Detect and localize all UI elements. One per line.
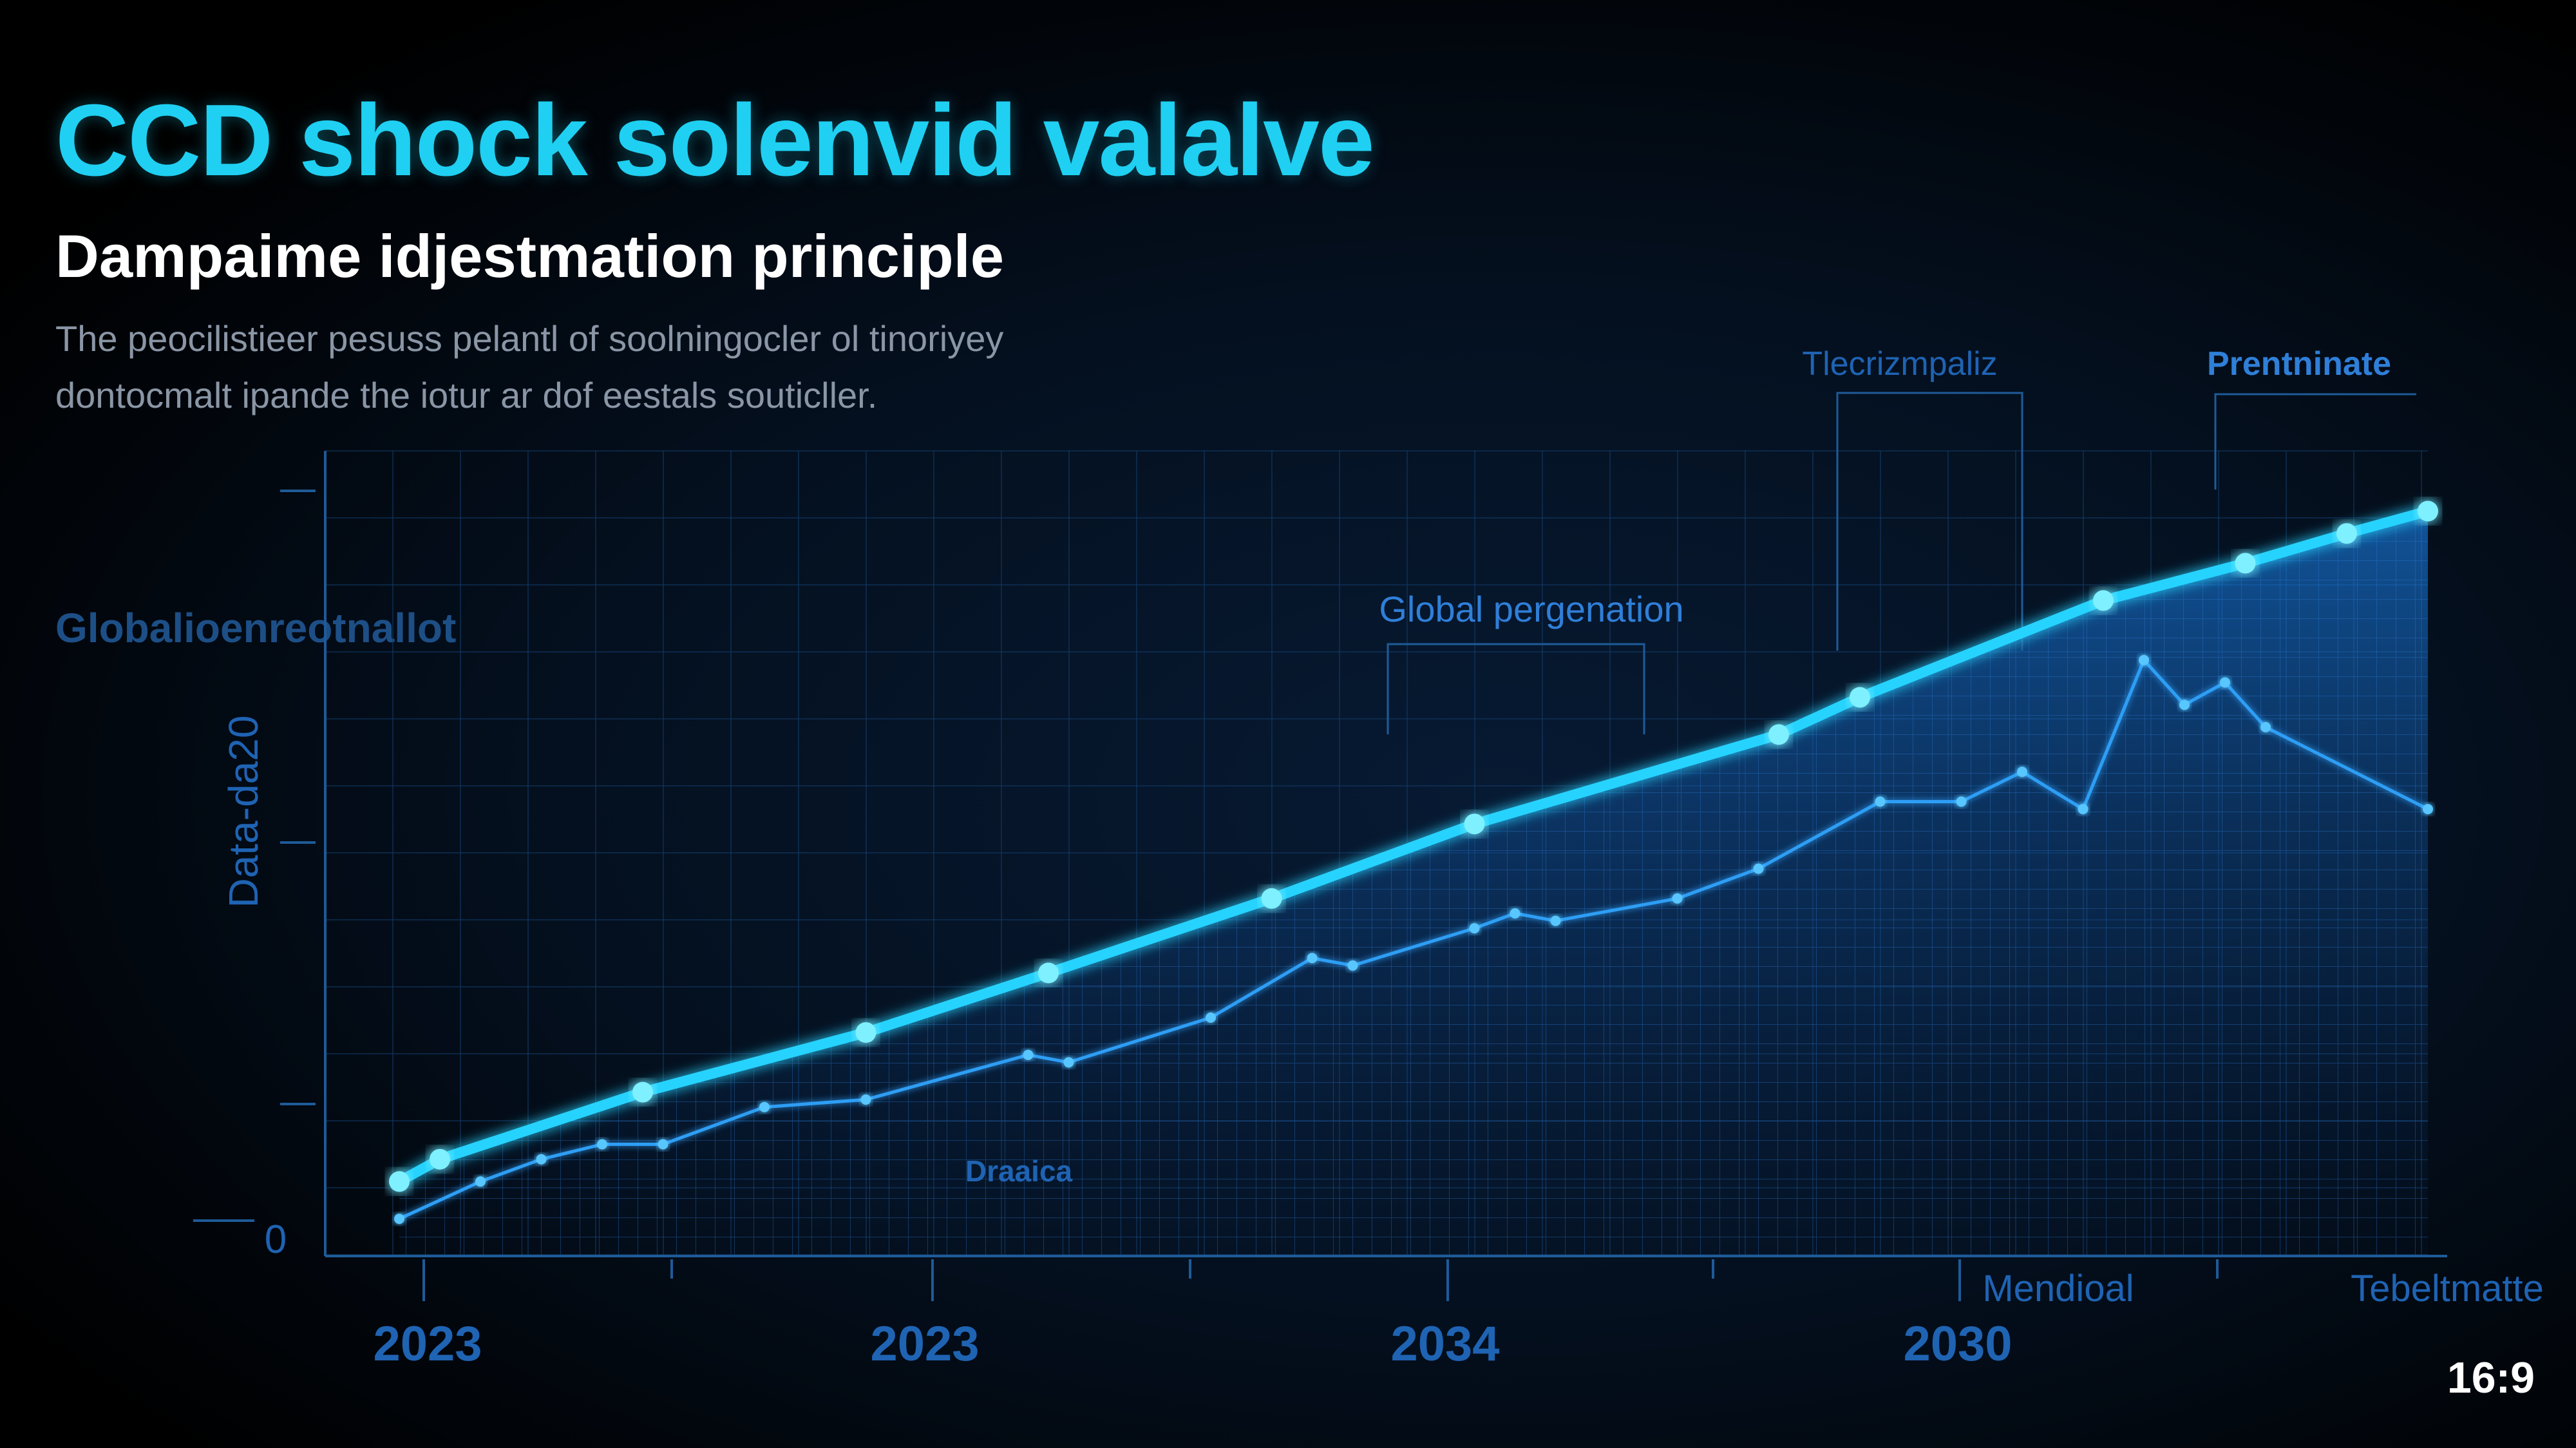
primary-data-point bbox=[1464, 814, 1485, 835]
chart-subtitle: Dampaime idjestmation principle bbox=[55, 222, 1005, 290]
primary-data-point bbox=[2336, 523, 2357, 544]
annotation-brackets bbox=[1387, 392, 2416, 734]
x-tick-label: 2034 bbox=[1390, 1317, 1499, 1371]
secondary-series-line bbox=[397, 658, 2430, 1221]
primary-data-point bbox=[2235, 553, 2256, 574]
secondary-data-point bbox=[597, 1139, 607, 1150]
secondary-data-point bbox=[1307, 953, 1318, 964]
primary-area-grid bbox=[399, 511, 2428, 1256]
annotation-label: Tebeltmatte bbox=[2351, 1268, 2544, 1310]
secondary-data-point bbox=[658, 1139, 668, 1150]
secondary-data-point bbox=[759, 1101, 770, 1112]
annotation-bracket bbox=[2214, 393, 2416, 490]
primary-data-point bbox=[389, 1171, 410, 1192]
primary-data-point bbox=[1850, 687, 1870, 708]
annotation-label: Mendioal bbox=[1982, 1268, 2134, 1310]
primary-data-point bbox=[2418, 500, 2438, 522]
secondary-data-point bbox=[1956, 796, 1967, 807]
x-tick-label: 2023 bbox=[373, 1317, 482, 1371]
secondary-data-point bbox=[2179, 700, 2190, 710]
secondary-data-point bbox=[2220, 677, 2230, 688]
description-line: dontocmalt ipande the iotur ar dof eesta… bbox=[55, 375, 878, 415]
primary-data-point bbox=[2093, 590, 2114, 611]
series-layer bbox=[389, 500, 2438, 1224]
x-tick-marks bbox=[422, 1259, 2219, 1301]
secondary-data-point bbox=[2260, 721, 2271, 732]
primary-data-point bbox=[430, 1148, 450, 1170]
secondary-data-point bbox=[1023, 1049, 1034, 1060]
area-fill bbox=[399, 511, 2428, 1256]
y-tick-label: 0 bbox=[265, 1217, 287, 1262]
description-line: The peocilistieer pesuss pelantl of sool… bbox=[55, 318, 1004, 359]
y-axis-label: Data-da20 bbox=[220, 716, 267, 908]
secondary-data-point bbox=[1875, 796, 1886, 807]
secondary-data-point bbox=[1672, 893, 1683, 904]
secondary-data-point bbox=[2078, 804, 2088, 815]
secondary-data-point bbox=[2017, 767, 2027, 777]
secondary-data-point bbox=[860, 1094, 871, 1105]
annotation-label: Tlecrizmpaliz bbox=[1802, 345, 1997, 383]
annotation-label: Draaica bbox=[965, 1154, 1073, 1188]
primary-data-point bbox=[1261, 888, 1282, 909]
aspect-ratio-badge: 16:9 bbox=[2447, 1353, 2535, 1402]
annotation-bracket bbox=[1836, 392, 2023, 651]
chart-description: The peocilistieer pesuss pelantl of sool… bbox=[55, 310, 1003, 424]
primary-data-point bbox=[632, 1081, 653, 1103]
secondary-data-point bbox=[394, 1214, 404, 1224]
x-tick-label: 2030 bbox=[1903, 1317, 2012, 1371]
secondary-data-point bbox=[1469, 923, 1480, 934]
secondary-data-point bbox=[1206, 1012, 1216, 1023]
secondary-data-point bbox=[1753, 863, 1764, 874]
secondary-data-point bbox=[2423, 804, 2433, 815]
secondary-data-point bbox=[2139, 654, 2149, 665]
x-tick-label: 2023 bbox=[870, 1317, 979, 1371]
secondary-data-point bbox=[1510, 908, 1520, 919]
primary-data-point bbox=[1768, 724, 1789, 745]
annotation-bracket bbox=[1387, 643, 1645, 734]
secondary-data-point bbox=[475, 1176, 486, 1187]
primary-data-point bbox=[1038, 962, 1059, 984]
chart-title: CCD shock solenvid valalve bbox=[55, 84, 1375, 197]
secondary-data-point bbox=[1347, 960, 1358, 971]
annotation-label: Prentninate bbox=[2207, 345, 2391, 383]
primary-data-point bbox=[855, 1022, 876, 1043]
side-label: Globalioenreotnallot bbox=[55, 605, 457, 651]
secondary-data-point bbox=[536, 1154, 547, 1165]
secondary-data-point bbox=[1550, 915, 1561, 926]
secondary-data-point bbox=[1063, 1057, 1074, 1068]
annotation-label: Global pergenation bbox=[1379, 589, 1683, 629]
